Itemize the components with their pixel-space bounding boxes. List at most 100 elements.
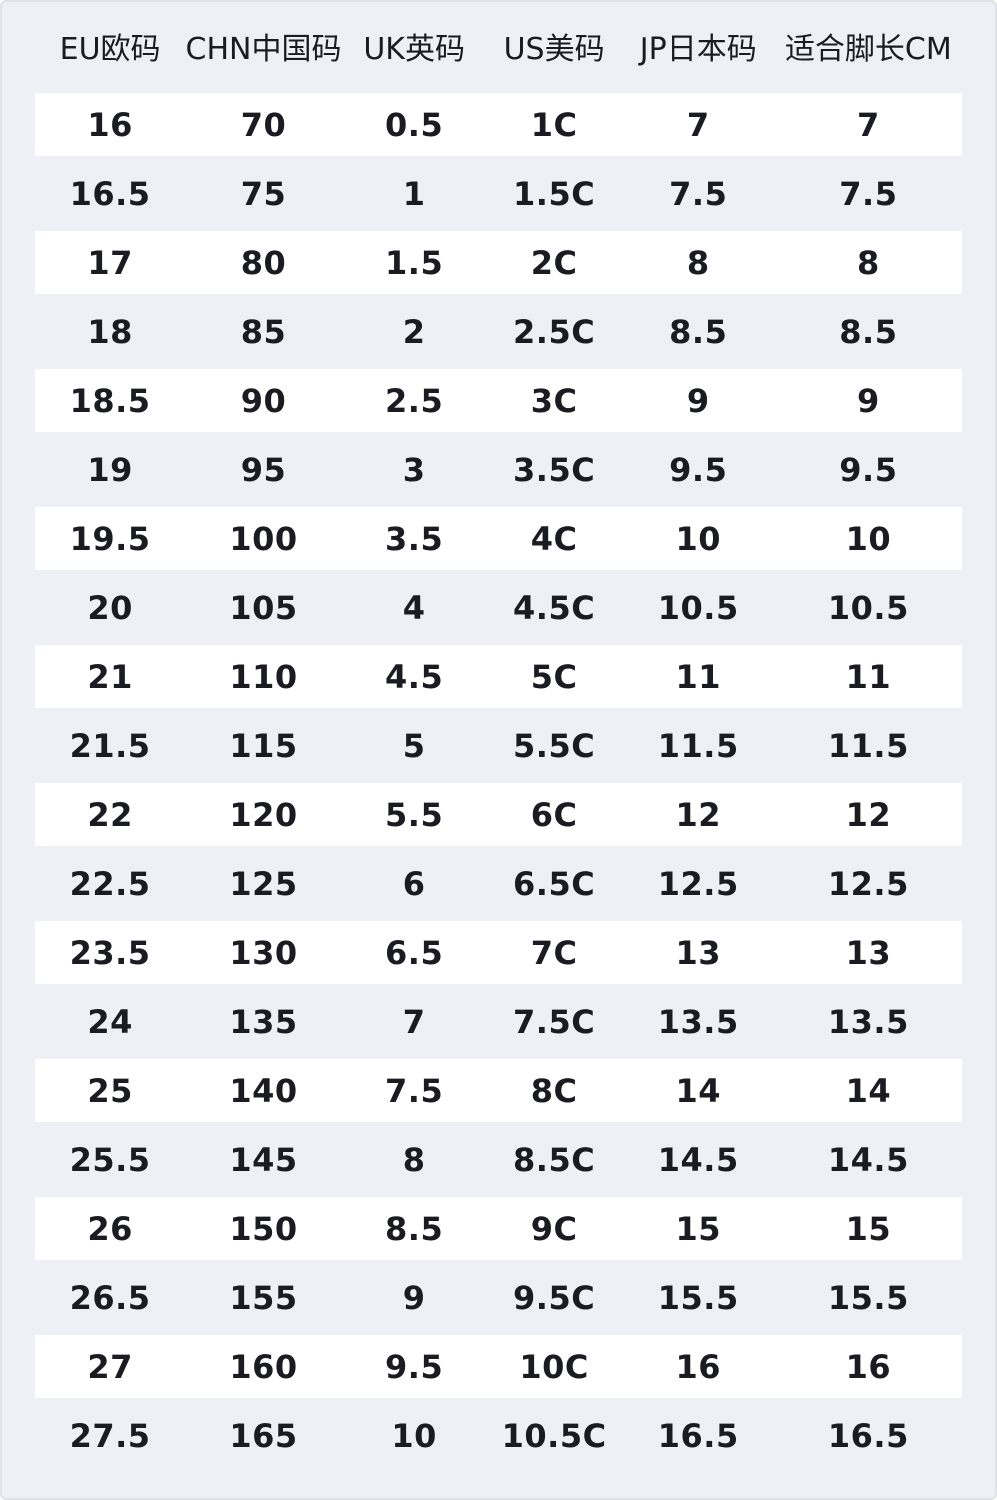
size-cell-jp: 13.5 bbox=[657, 1002, 739, 1041]
table-row: 26 150 8.5 9C 15 15 bbox=[35, 1194, 962, 1263]
size-cell-jp: 8.5 bbox=[669, 312, 728, 351]
column-header-eu: EU欧码 bbox=[59, 32, 161, 67]
size-cell-jp: 16 bbox=[621, 1332, 775, 1401]
size-cell-jp: 12.5 bbox=[657, 864, 739, 903]
table-row: 23.5 130 6.5 7C 13 13 bbox=[35, 918, 962, 987]
size-cell-jp: 14 bbox=[621, 1056, 775, 1125]
size-cell-uk: 1.5 bbox=[341, 228, 487, 297]
size-cell-chn: 160 bbox=[185, 1332, 342, 1401]
size-cell-uk: 9.5 bbox=[341, 1332, 487, 1401]
size-cell-chn: 100 bbox=[185, 504, 342, 573]
size-cell-chn: 85 bbox=[240, 312, 287, 351]
size-cell-eu: 24 bbox=[87, 1002, 133, 1041]
size-cell-uk: 6.5 bbox=[341, 918, 487, 987]
size-cell-cm: 14.5 bbox=[827, 1140, 909, 1179]
size-cell-cm: 12.5 bbox=[827, 864, 909, 903]
size-cell-jp: 10 bbox=[621, 504, 775, 573]
table-row: 16.5 75 1 1.5C 7.5 7.5 bbox=[35, 159, 962, 228]
size-cell-uk: 1 bbox=[402, 174, 426, 213]
table-row: 19.5 100 3.5 4C 10 10 bbox=[35, 504, 962, 573]
size-cell-uk: 5.5 bbox=[341, 780, 487, 849]
size-cell-uk: 0.5 bbox=[341, 90, 487, 159]
size-cell-jp: 12 bbox=[621, 780, 775, 849]
size-cell-us: 8C bbox=[486, 1056, 622, 1125]
size-cell-eu: 23.5 bbox=[35, 918, 186, 987]
table-row: 19 95 3 3.5C 9.5 9.5 bbox=[35, 435, 962, 504]
size-cell-eu: 17 bbox=[35, 228, 186, 297]
size-cell-us: 6C bbox=[486, 780, 622, 849]
size-cell-us: 7.5C bbox=[513, 1002, 596, 1041]
size-cell-eu: 21 bbox=[35, 642, 186, 711]
size-cell-chn: 130 bbox=[185, 918, 342, 987]
size-cell-chn: 155 bbox=[229, 1278, 298, 1317]
column-header-uk: UK英码 bbox=[363, 32, 465, 67]
size-cell-eu: 18 bbox=[87, 312, 133, 351]
size-cell-eu: 20 bbox=[87, 588, 133, 627]
column-header-chn: CHN中国码 bbox=[185, 32, 342, 67]
size-cell-uk: 7.5 bbox=[341, 1056, 487, 1125]
table-row: 21 110 4.5 5C 11 11 bbox=[35, 642, 962, 711]
size-cell-us: 3C bbox=[486, 366, 622, 435]
size-cell-eu: 27 bbox=[35, 1332, 186, 1401]
table-row: 18.5 90 2.5 3C 9 9 bbox=[35, 366, 962, 435]
size-cell-cm: 14 bbox=[774, 1056, 962, 1125]
size-cell-jp: 9.5 bbox=[669, 450, 728, 489]
size-cell-eu: 19 bbox=[87, 450, 133, 489]
size-cell-chn: 150 bbox=[185, 1194, 342, 1263]
size-cell-uk: 3 bbox=[402, 450, 426, 489]
column-header-cm: 适合脚长CM bbox=[784, 32, 952, 67]
size-cell-cm: 7 bbox=[774, 90, 962, 159]
size-cell-eu: 25 bbox=[35, 1056, 186, 1125]
size-cell-cm: 8 bbox=[774, 228, 962, 297]
size-cell-chn: 115 bbox=[229, 726, 298, 765]
table-row: 20 105 4 4.5C 10.5 10.5 bbox=[35, 573, 962, 642]
size-cell-chn: 120 bbox=[185, 780, 342, 849]
size-cell-uk: 6 bbox=[402, 864, 426, 903]
size-cell-chn: 165 bbox=[229, 1416, 298, 1455]
size-cell-cm: 13.5 bbox=[827, 1002, 909, 1041]
table-row: 22 120 5.5 6C 12 12 bbox=[35, 780, 962, 849]
size-cell-eu: 26.5 bbox=[69, 1278, 151, 1317]
table-row: 16 70 0.5 1C 7 7 bbox=[35, 90, 962, 159]
size-cell-chn: 125 bbox=[229, 864, 298, 903]
size-cell-cm: 7.5 bbox=[839, 174, 898, 213]
table-row: 17 80 1.5 2C 8 8 bbox=[35, 228, 962, 297]
size-cell-jp: 11 bbox=[621, 642, 775, 711]
size-cell-cm: 10 bbox=[774, 504, 962, 573]
size-cell-us: 3.5C bbox=[513, 450, 596, 489]
shoe-size-conversion-table: EU欧码 CHN中国码 UK英码 US美码 JP日本码 适合脚长CM 16 70 0.5 1C 7… bbox=[35, 2, 962, 1470]
size-cell-us: 5C bbox=[486, 642, 622, 711]
size-cell-jp: 9 bbox=[621, 366, 775, 435]
table-row: 25 140 7.5 8C 14 14 bbox=[35, 1056, 962, 1125]
table-row: 25.5 145 8 8.5C 14.5 14.5 bbox=[35, 1125, 962, 1194]
size-cell-uk: 2 bbox=[402, 312, 426, 351]
size-cell-jp: 16.5 bbox=[657, 1416, 739, 1455]
size-cell-cm: 12 bbox=[774, 780, 962, 849]
size-cell-uk: 8.5 bbox=[341, 1194, 487, 1263]
size-cell-cm: 15.5 bbox=[827, 1278, 909, 1317]
size-cell-uk: 4.5 bbox=[341, 642, 487, 711]
column-header-us: US美码 bbox=[503, 32, 605, 67]
size-cell-chn: 70 bbox=[185, 90, 342, 159]
size-cell-jp: 7 bbox=[621, 90, 775, 159]
size-cell-chn: 140 bbox=[185, 1056, 342, 1125]
size-cell-cm: 16.5 bbox=[827, 1416, 909, 1455]
size-cell-chn: 105 bbox=[229, 588, 298, 627]
table-row: 26.5 155 9 9.5C 15.5 15.5 bbox=[35, 1263, 962, 1332]
size-cell-us: 10.5C bbox=[501, 1416, 607, 1455]
table-row: 22.5 125 6 6.5C 12.5 12.5 bbox=[35, 849, 962, 918]
size-cell-jp: 10.5 bbox=[657, 588, 739, 627]
size-cell-eu: 16.5 bbox=[69, 174, 151, 213]
size-cell-us: 6.5C bbox=[513, 864, 596, 903]
size-cell-eu: 25.5 bbox=[69, 1140, 151, 1179]
size-cell-cm: 15 bbox=[774, 1194, 962, 1263]
size-cell-us: 9.5C bbox=[513, 1278, 596, 1317]
size-cell-jp: 11.5 bbox=[657, 726, 739, 765]
size-cell-eu: 22.5 bbox=[69, 864, 151, 903]
size-cell-eu: 19.5 bbox=[35, 504, 186, 573]
size-cell-uk: 3.5 bbox=[341, 504, 487, 573]
size-cell-uk: 2.5 bbox=[341, 366, 487, 435]
size-cell-jp: 14.5 bbox=[657, 1140, 739, 1179]
size-cell-eu: 22 bbox=[35, 780, 186, 849]
